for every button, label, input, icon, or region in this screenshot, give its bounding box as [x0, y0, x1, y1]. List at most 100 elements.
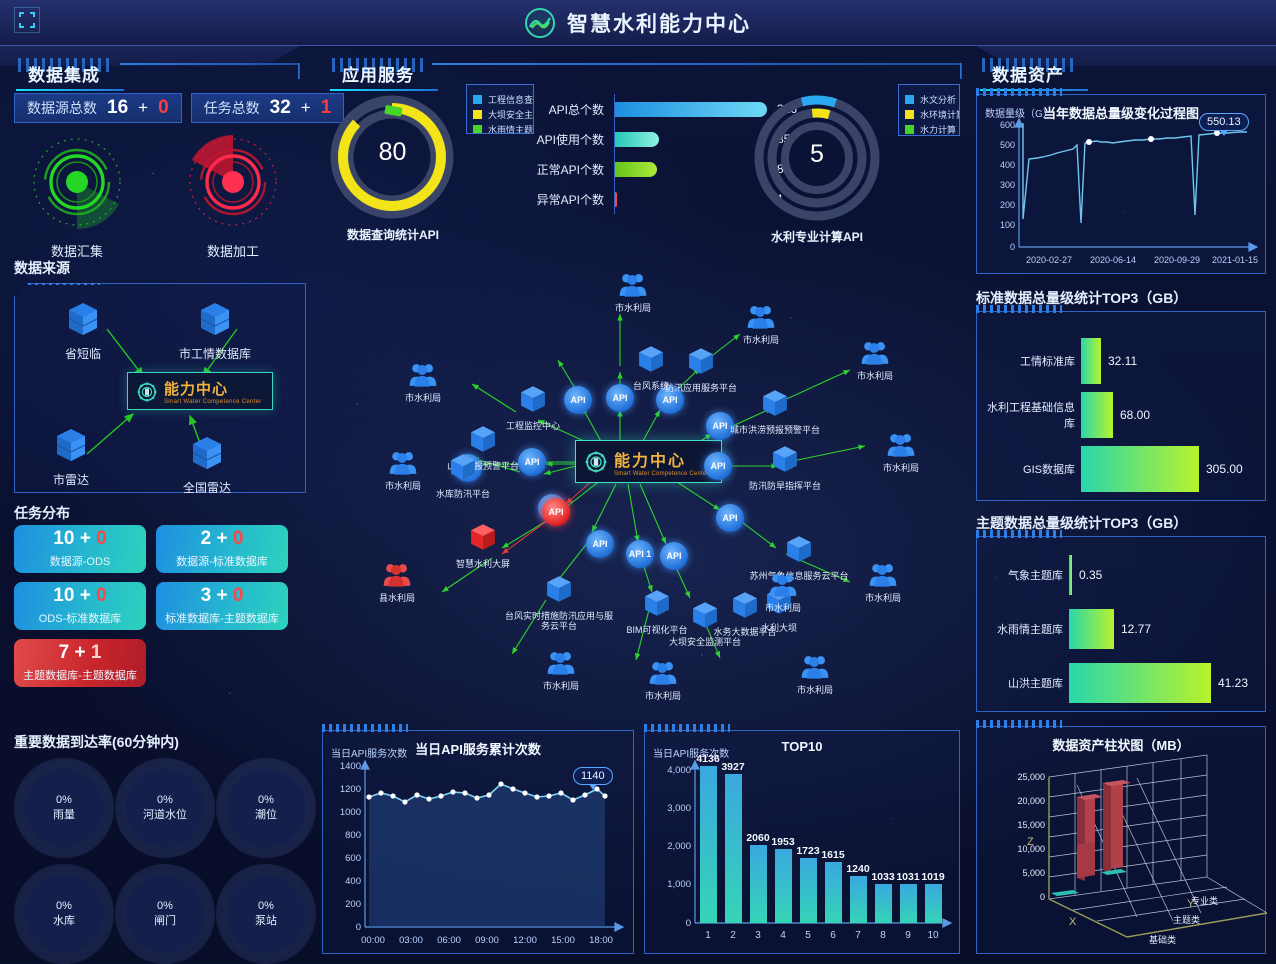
task-card[interactable]: 2 + 0 数据源-标准数据库 [156, 525, 288, 573]
graph-node-cube[interactable]: 防汛应用服务平台 [646, 344, 756, 394]
api-node[interactable]: API [656, 386, 684, 414]
svg-text:2021-01-15: 2021-01-15 [1212, 255, 1258, 265]
graph-node-people[interactable]: 县水利局 [342, 562, 452, 604]
task-card[interactable]: 3 + 0 标准数据库-主题数据库 [156, 582, 288, 630]
graph-node-cube[interactable]: 工程监控中心 [478, 382, 588, 432]
legend-left: 工程信息查询 大坝安全主题 水雨情主题查询 [466, 84, 534, 134]
api-node[interactable]: API 1 [626, 540, 654, 568]
node-label: 市水利局 [764, 603, 801, 613]
arrival-gauge[interactable]: 0% 闸门 [115, 864, 215, 964]
wave-logo-icon [525, 7, 555, 38]
hbar-item[interactable]: 山洪主题库 41.23 [977, 663, 1267, 703]
arrival-gauge[interactable]: 0% 泵站 [216, 864, 316, 964]
hbar-value: 0.35 [1079, 568, 1103, 582]
title-connector-line [432, 63, 962, 65]
task-card[interactable]: 7 + 1 主题数据库-主题数据库 [14, 639, 146, 687]
node-label: 市水利局 [864, 593, 901, 603]
api-node[interactable]: API [586, 530, 614, 558]
legend-item[interactable]: 工程信息查询 [473, 93, 533, 106]
api-bar-fill [615, 131, 659, 147]
graph-node-alert[interactable]: 智慧水利大屏 [428, 520, 538, 570]
graph-node-people[interactable]: 市水利局 [348, 450, 458, 492]
legend-item[interactable]: 大坝安全主题 [473, 108, 533, 121]
task-label: ODS-标准数据库 [38, 613, 122, 625]
data-source-node[interactable]: 省短临 [35, 298, 131, 362]
hbar-item[interactable]: 气象主题库 0.35 [977, 555, 1267, 595]
svg-text:100: 100 [1000, 220, 1015, 230]
fullscreen-icon[interactable] [14, 7, 40, 33]
cube-icon [763, 390, 787, 416]
node-label: 市工情数据库 [178, 347, 251, 361]
legend-item[interactable]: 水力计算 [905, 123, 957, 135]
legend-item[interactable]: 水环境计算 [905, 108, 959, 121]
graph-node-people[interactable]: 市水利局 [368, 362, 478, 404]
graph-node-people[interactable]: 市水利局 [506, 650, 616, 692]
annual-volume-plot: 600 500 400 300 200 100 0 2020-02-27 2020-06-… [1000, 117, 1259, 265]
hbar-item[interactable]: 水利工程基础信息库 68.00 [977, 392, 1267, 438]
graph-node-cube[interactable]: 台风实时措施防汛应用与服务云平台 [504, 572, 614, 632]
legend-item[interactable]: 水雨情主题查询 [473, 123, 533, 133]
arrival-gauge[interactable]: 0% 河道水位 [115, 758, 215, 858]
api-node[interactable]: API [660, 542, 688, 570]
graph-node-cube[interactable]: 苏州气象信息服务云平台 [744, 532, 854, 582]
gauge-left-chart[interactable]: 80 数据查询统计API [330, 92, 455, 242]
svg-text:1200: 1200 [340, 784, 361, 795]
legend-label: 水环境计算 [920, 110, 959, 120]
api-node-alert[interactable]: API [542, 498, 570, 526]
section-title-data-source: 数据来源 [14, 260, 70, 276]
chart-ylabel: 当日API服务次数 [331, 749, 408, 760]
legend-label: 水文分析 [920, 95, 957, 105]
data-source-node[interactable]: 市雷达 [23, 424, 119, 488]
network-hub[interactable]: 能力中心 Smart Water Competence Center [575, 440, 722, 483]
arrival-gauge[interactable]: 0% 水库 [14, 864, 114, 964]
graph-node-people[interactable]: 市水利局 [728, 572, 838, 614]
graph-node-cube[interactable]: 城市洪涝预报预警平台 [720, 386, 830, 436]
api-node[interactable]: API [716, 504, 744, 532]
data-source-node[interactable]: 全国雷达 [159, 432, 255, 493]
chart-asset-3d: 数据资产柱状图（MB） 25,000 20,000 15,000 10,000 5,0… [976, 720, 1267, 954]
gauge-right-caption: 水利专业计算API [770, 230, 863, 244]
graph-node-people[interactable]: 市水利局 [846, 432, 956, 474]
graph-node-cube[interactable]: 水库防汛平台 [408, 450, 518, 500]
graph-node-people[interactable]: 市水利局 [608, 660, 718, 702]
graph-node-people[interactable]: 市水利局 [828, 562, 938, 604]
api-node[interactable]: API [706, 412, 734, 440]
radial-data-process[interactable]: 数据加工 [178, 134, 288, 260]
graph-node-cube[interactable]: 大坝安全监测平台 [650, 598, 760, 648]
capability-center-chip[interactable]: 能力中心 Smart Water Competence Center [127, 372, 273, 410]
hbar-item[interactable]: 工情标准库 32.11 [977, 338, 1267, 384]
api-node[interactable]: API [704, 452, 732, 480]
arrival-gauge[interactable]: 0% 潮位 [216, 758, 316, 858]
legend-label: 水力计算 [920, 125, 957, 135]
graph-node-cube[interactable]: 台风系统 [596, 342, 706, 392]
api-node[interactable]: API [518, 448, 546, 476]
hbar-item[interactable]: GIS数据库 305.00 [977, 446, 1267, 492]
arrival-gauge[interactable]: 0% 雨量 [14, 758, 114, 858]
chart-annotation: 1140 [573, 767, 613, 790]
radial-data-collect[interactable]: 数据汇集 [22, 134, 132, 260]
task-card[interactable]: 10 + 0 ODS-标准数据库 [14, 582, 146, 630]
api-node[interactable]: API [606, 384, 634, 412]
api-node[interactable]: API [564, 386, 592, 414]
api-bar-row[interactable]: 正常API个数 84 [530, 154, 797, 184]
graph-node-cube[interactable]: 山洪预报预警平台 [428, 422, 538, 472]
graph-node-people[interactable]: 市水利局 [820, 340, 930, 382]
data-source-node[interactable]: 市工情数据库 [167, 298, 263, 362]
data-collect-radial-icon [33, 138, 121, 230]
stripe-decoration [18, 58, 114, 72]
graph-node-cube[interactable]: 水务大数据平台 [690, 588, 800, 638]
graph-node-cube[interactable]: 防汛防旱指挥平台 [730, 442, 840, 492]
graph-node-people[interactable]: 市水利局 [760, 654, 870, 696]
graph-node-people[interactable]: 市水利局 [578, 272, 688, 314]
task-card[interactable]: 10 + 0 数据源-ODS [14, 525, 146, 573]
gauge-right-chart[interactable]: 5 水利专业计算API [752, 92, 882, 244]
kpi-card[interactable]: 任务总数 32 + 1 [190, 93, 345, 123]
legend-item[interactable]: 水文分析 [905, 93, 957, 106]
gauge-name: 泵站 [255, 915, 277, 927]
graph-node-cube[interactable]: BIM可视化平台 [602, 586, 712, 636]
graph-node-people[interactable]: 市水利局 [706, 304, 816, 346]
hbar-item[interactable]: 水雨情主题库 12.77 [977, 609, 1267, 649]
kpi-card[interactable]: 数据源总数 16 + 0 [14, 93, 182, 123]
gauge-percent: 0% [157, 794, 173, 807]
svg-text:300: 300 [1000, 180, 1015, 190]
